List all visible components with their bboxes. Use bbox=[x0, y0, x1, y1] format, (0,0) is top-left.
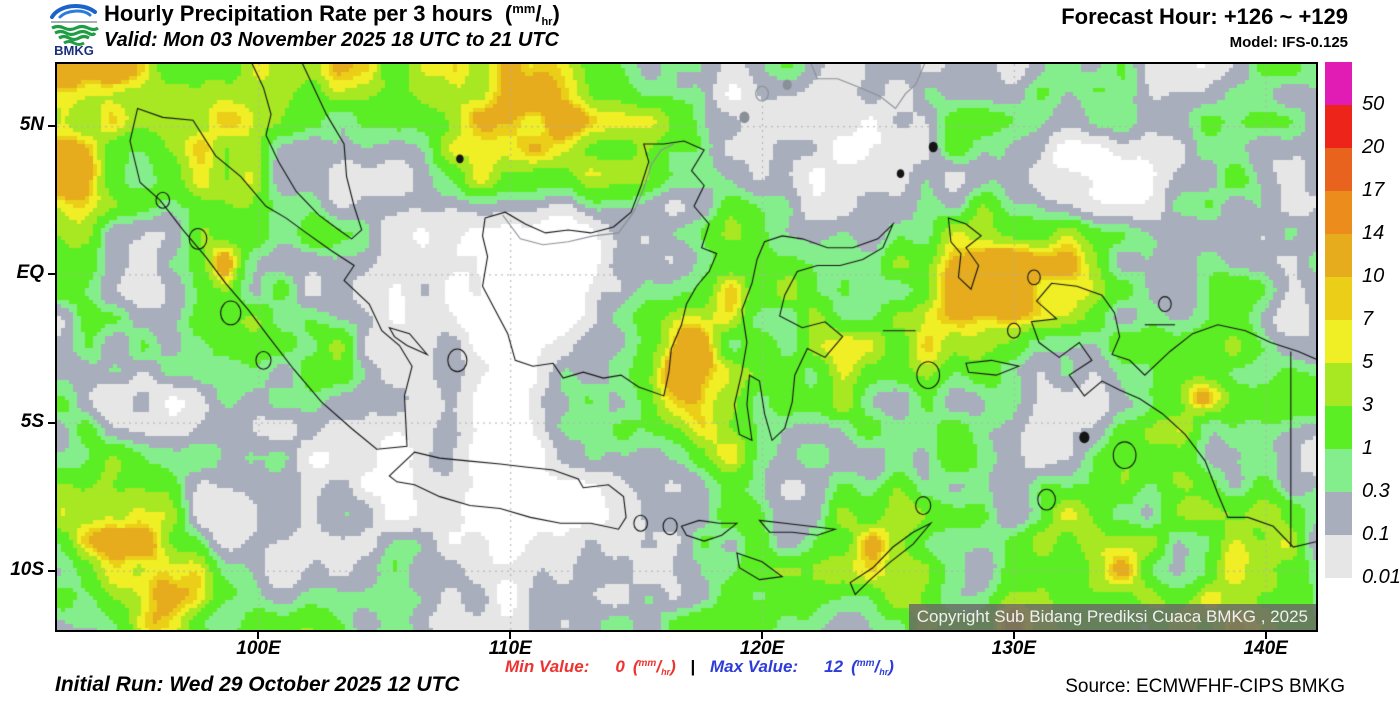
legend-label-14: 14 bbox=[1362, 222, 1385, 244]
copyright-overlay: Copyright Sub Bidang Prediksi Cuaca BMKG… bbox=[908, 604, 1316, 630]
min-value: 0 bbox=[615, 657, 625, 676]
source-label: Source: ECMWFHF-CIPS BMKG bbox=[1065, 676, 1345, 697]
lat-tick-5N bbox=[48, 125, 55, 128]
lat-label-5N: 5N bbox=[19, 114, 44, 136]
max-unit-close: ) bbox=[888, 657, 894, 676]
lat-tick-10S bbox=[48, 569, 55, 572]
logo-cloud-arc-2 bbox=[58, 9, 92, 19]
min-unit-slash: / bbox=[656, 657, 662, 676]
legend-label-17: 17 bbox=[1362, 179, 1385, 201]
legend-swatch-0.01 bbox=[1325, 535, 1352, 578]
logo-wave-1 bbox=[51, 24, 99, 32]
lon-tick-100E bbox=[257, 632, 260, 639]
min-max-values: Min Value: 0 (mm/hr) | Max Value: 12 (mm/hr) bbox=[505, 657, 894, 677]
legend-label-5: 5 bbox=[1362, 351, 1374, 373]
forecast-hour-label: Forecast Hour: +126 ~ +129 bbox=[1061, 4, 1348, 29]
legend-swatch-1 bbox=[1325, 406, 1352, 449]
legend-label-1: 1 bbox=[1362, 437, 1374, 459]
lat-label-EQ: EQ bbox=[16, 262, 44, 284]
lon-tick-130E bbox=[1012, 632, 1015, 639]
legend-label-0.01: 0.01 bbox=[1362, 566, 1400, 588]
initial-run-label: Initial Run: Wed 29 October 2025 12 UTC bbox=[55, 673, 460, 696]
min-unit-den: hr bbox=[661, 667, 671, 677]
title-unit-open: ( bbox=[504, 1, 513, 26]
lon-label-130E: 130E bbox=[991, 638, 1037, 659]
max-unit-den: hr bbox=[879, 667, 889, 677]
lat-tick-5S bbox=[48, 421, 55, 424]
max-unit-slash: / bbox=[874, 657, 880, 676]
logo-cloud-arc bbox=[50, 4, 97, 19]
legend-label-10: 10 bbox=[1362, 265, 1385, 287]
lon-tick-120E bbox=[761, 632, 764, 639]
map-area: Copyright Sub Bidang Prediksi Cuaca BMKG… bbox=[55, 62, 1318, 632]
legend-label-0.1: 0.1 bbox=[1362, 523, 1390, 545]
logo-text: BMKG bbox=[54, 43, 94, 57]
legend-label-20: 20 bbox=[1362, 136, 1385, 158]
valid-time-subtitle: Valid: Mon 03 November 2025 18 UTC to 21… bbox=[104, 29, 559, 51]
lon-label-120E: 120E bbox=[739, 638, 785, 659]
bmkg-logo: BMKG bbox=[50, 4, 99, 57]
lat-label-5S: 5S bbox=[20, 410, 44, 432]
logo-wave-3 bbox=[58, 34, 90, 42]
legend-label-0.3: 0.3 bbox=[1362, 480, 1390, 502]
title-unit-close: ) bbox=[552, 1, 560, 26]
max-unit-num: mm bbox=[856, 658, 875, 669]
min-max-separator: | bbox=[690, 657, 696, 676]
max-value: 12 bbox=[824, 657, 844, 676]
legend-swatch-10 bbox=[1325, 234, 1352, 277]
legend-swatch-14 bbox=[1325, 191, 1352, 234]
legend-swatch-3 bbox=[1325, 363, 1352, 406]
legend-swatch-7 bbox=[1325, 277, 1352, 320]
min-unit-num: mm bbox=[638, 658, 657, 669]
lon-tick-110E bbox=[509, 632, 512, 639]
max-value-label: Max Value: bbox=[709, 657, 799, 676]
legend-swatch-5 bbox=[1325, 320, 1352, 363]
lon-label-100E: 100E bbox=[236, 638, 281, 659]
precipitation-map-canvas bbox=[57, 64, 1316, 630]
title-unit-denominator: hr bbox=[541, 16, 553, 28]
lat-tick-EQ bbox=[48, 273, 55, 276]
lon-tick-140E bbox=[1264, 632, 1267, 639]
max-unit-open: ( bbox=[851, 657, 857, 676]
legend-label-7: 7 bbox=[1362, 308, 1374, 330]
max-value-group: Max Value: 12 (mm/hr) bbox=[709, 657, 894, 677]
min-value-label: Min Value: bbox=[505, 657, 590, 676]
title-unit-slash: / bbox=[535, 1, 542, 26]
legend-swatch-0.1 bbox=[1325, 492, 1352, 535]
page-title: Hourly Precipitation Rate per 3 hours (m… bbox=[104, 1, 560, 28]
logo-wave-4 bbox=[63, 40, 85, 46]
lon-label-140E: 140E bbox=[1243, 638, 1288, 659]
lat-label-10S: 10S bbox=[10, 558, 44, 580]
min-unit-close: ) bbox=[670, 657, 676, 676]
logo-wave-2 bbox=[54, 29, 97, 37]
min-unit-open: ( bbox=[632, 657, 639, 676]
legend-swatch-50 bbox=[1325, 62, 1352, 105]
legend-swatch-17 bbox=[1325, 148, 1352, 191]
model-label: Model: IFS-0.125 bbox=[1229, 34, 1348, 51]
title-unit-numerator: mm bbox=[512, 1, 536, 16]
min-value-group: Min Value: 0 (mm/hr) bbox=[505, 657, 680, 677]
legend-swatch-20 bbox=[1325, 105, 1352, 148]
legend-swatch-0.3 bbox=[1325, 449, 1352, 492]
legend-label-3: 3 bbox=[1362, 394, 1374, 416]
title-text: Hourly Precipitation Rate per 3 hours bbox=[104, 1, 493, 26]
legend-label-50: 50 bbox=[1362, 93, 1385, 115]
lon-label-110E: 110E bbox=[488, 638, 532, 659]
